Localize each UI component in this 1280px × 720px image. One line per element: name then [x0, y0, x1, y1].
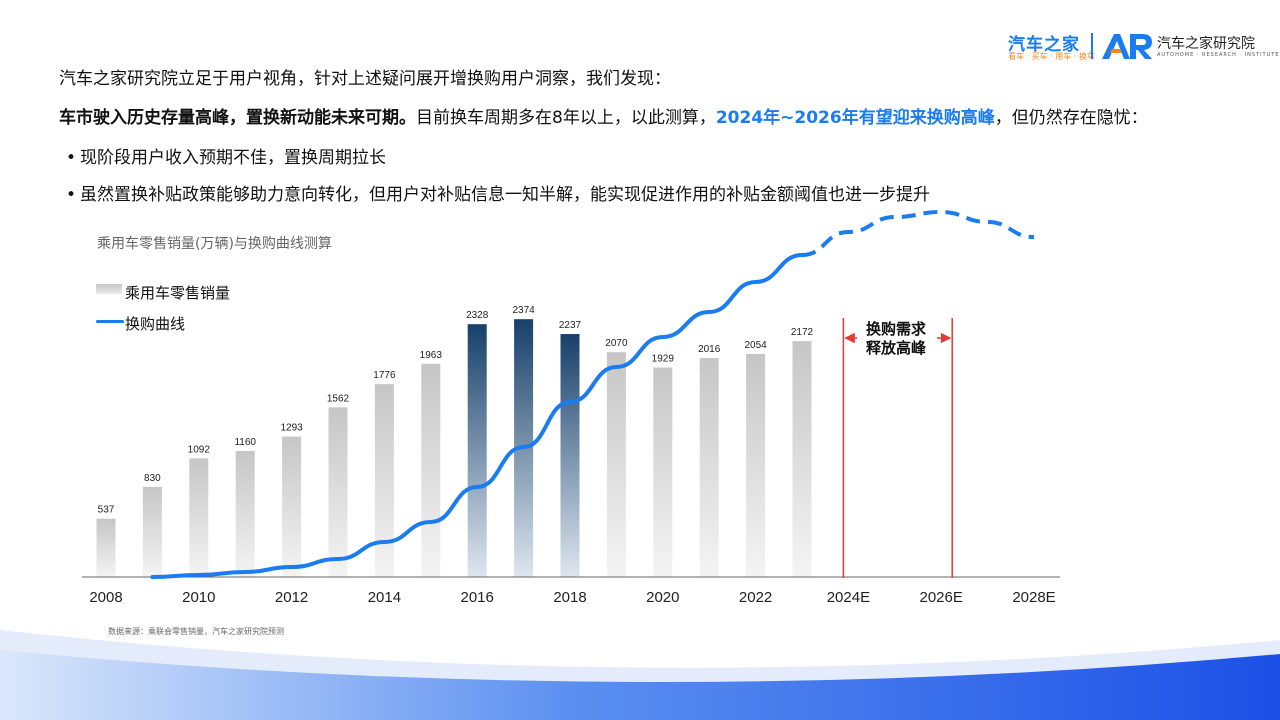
bullet-dot: •	[66, 185, 77, 205]
bar-2009	[142, 486, 162, 577]
bottom-wave	[0, 650, 1280, 720]
findings-mid: 目前换车周期多在8年以上，以此测算，	[416, 108, 716, 128]
intro-text: 汽车之家研究院立足于用户视角，针对上述疑问展开增换购用户洞察，我们发现：	[59, 69, 671, 89]
ar-logo-icon	[1102, 34, 1152, 59]
x-tick-label: 2024E	[827, 589, 870, 606]
data-label-2021: 2016	[698, 344, 721, 355]
logo-area: 汽车之家 看车 · 买车 · 用车 · 换车 汽车之家研究院 AUTOHOME …	[1008, 30, 1278, 64]
data-label-2020: 1929	[652, 354, 675, 365]
x-tick-label: 2012	[275, 589, 308, 606]
data-label-2012: 1293	[280, 423, 303, 434]
bar-2019	[606, 352, 626, 577]
bullet-item: • 虽然置换补贴政策能够助力意向转化，但用户对补贴信息一知半解，能实现促进作用的补…	[66, 180, 930, 205]
bullet-text: 虽然置换补贴政策能够助力意向转化，但用户对补贴信息一知半解，能实现促进作用的补贴…	[80, 185, 930, 205]
bar-2011	[235, 451, 255, 577]
findings-bold: 车市驶入历史存量高峰，置换新动能未来可期。	[59, 108, 416, 128]
bar-2017	[514, 319, 534, 577]
x-tick-label: 2022	[739, 589, 772, 606]
logo-divider	[1091, 33, 1093, 59]
bar-2014	[374, 384, 394, 577]
bar-2008	[96, 518, 116, 577]
replacement-curve-forecast	[801, 209, 1035, 257]
data-label-2022: 2054	[744, 340, 767, 351]
data-label-2014: 1776	[373, 370, 396, 381]
source-note: 数据来源：乘联会零售销量，汽车之家研究院预测	[108, 627, 284, 636]
data-label-2011: 1160	[234, 437, 256, 448]
findings-text: 车市驶入历史存量高峰，置换新动能未来可期。目前换车周期多在8年以上，以此测算，2…	[59, 103, 1148, 128]
bullet-text: 现阶段用户收入预期不佳，置换周期拉长	[80, 148, 386, 168]
x-tick-label: 2008	[89, 589, 122, 606]
bar-2021	[699, 358, 719, 577]
data-label-2019: 2070	[605, 338, 628, 349]
data-label-2013: 1562	[327, 393, 350, 404]
legend-bar-swatch	[96, 284, 122, 294]
data-label-2018: 2237	[559, 320, 582, 331]
x-tick-label: 2010	[182, 589, 215, 606]
x-tick-label: 2014	[368, 589, 401, 606]
x-tick-label: 2028E	[1012, 589, 1055, 606]
legend-line-label: 换购曲线	[125, 315, 186, 333]
x-tick-label: 2020	[646, 589, 679, 606]
chart-title: 乘用车零售销量(万辆)与换购曲线测算	[97, 236, 332, 252]
findings-highlight: 2024年~2026年有望迎来换购高峰	[715, 108, 995, 128]
institute-name: 汽车之家研究院	[1157, 36, 1255, 52]
legend-bar-label: 乘用车零售销量	[125, 284, 231, 302]
bar-2022	[746, 353, 766, 577]
bottom-wave-light	[0, 630, 1280, 720]
data-label-2015: 1963	[420, 350, 443, 361]
autohome-logo: 汽车之家	[1008, 35, 1080, 55]
logo-slogan: 看车 · 买车 · 用车 · 换车	[1008, 52, 1095, 61]
bullet-dot: •	[66, 148, 77, 168]
peak-annotation-line1: 换购需求	[866, 320, 927, 338]
data-label-2023: 2172	[791, 327, 814, 338]
bar-2013	[328, 407, 348, 577]
peak-annotation-line2: 释放高峰	[866, 339, 927, 357]
bar-2012	[282, 436, 302, 577]
bar-2020	[653, 367, 673, 577]
bar-2016	[467, 324, 487, 577]
x-tick-label: 2018	[553, 589, 586, 606]
data-label-2009: 830	[144, 473, 161, 484]
bar-2023	[792, 341, 812, 577]
bullet-item: • 现阶段用户收入预期不佳，置换周期拉长	[66, 143, 386, 168]
legend-line-swatch	[96, 320, 124, 323]
bar-2010	[189, 458, 209, 577]
data-label-2008: 537	[98, 505, 115, 516]
institute-name-en: AUTOHOME · RESEARCH · INSTITUTE	[1157, 52, 1280, 58]
x-tick-label: 2026E	[920, 589, 963, 606]
peak-annotation-bg	[857, 318, 937, 358]
replacement-curve-solid	[150, 253, 804, 579]
data-label-2010: 1092	[188, 444, 211, 455]
bar-2018	[560, 334, 580, 577]
findings-end: ，但仍然存在隐忧：	[994, 108, 1148, 128]
bar-2015	[421, 363, 441, 577]
data-label-2017: 2374	[512, 305, 535, 316]
data-label-2016: 2328	[466, 310, 489, 321]
x-tick-label: 2016	[461, 589, 494, 606]
